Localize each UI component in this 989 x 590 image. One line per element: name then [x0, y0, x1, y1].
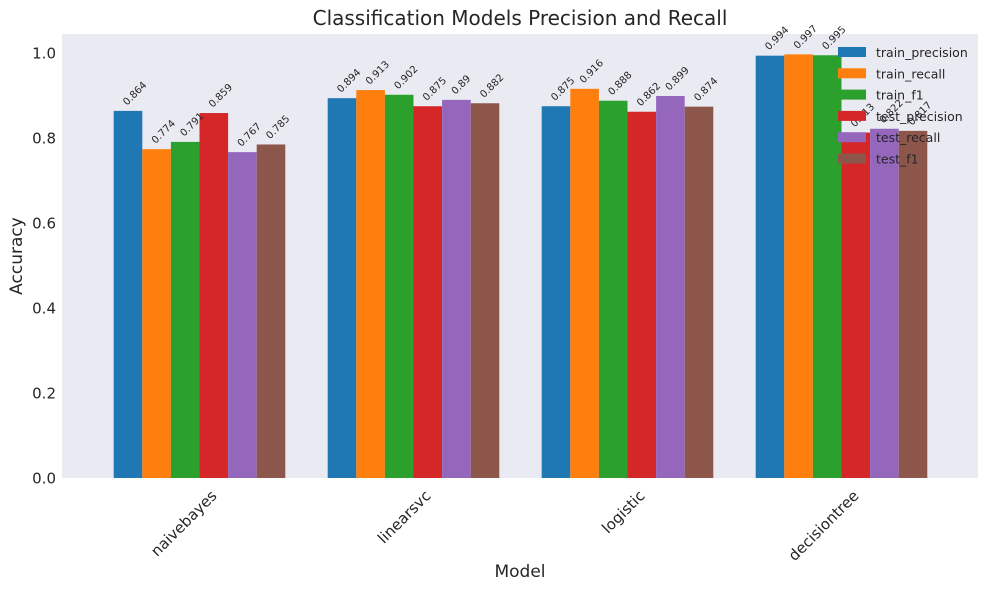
bar-train-f1-logistic [598, 100, 628, 479]
legend-label-test-recall: test_recall [876, 130, 940, 145]
legend-swatch-train-f1 [838, 89, 866, 100]
x-tick-label-naivebayes: naivebayes [147, 487, 220, 560]
y-tick-label-0-2: 0.2 [32, 385, 56, 403]
bar-test-precision-naivebayes [199, 113, 229, 478]
bar-test-recall-logistic [656, 96, 685, 478]
chart-title: Classification Models Precision and Reca… [313, 6, 728, 30]
legend-label-test-f1: test_f1 [876, 152, 919, 167]
legend-swatch-test-recall [838, 132, 866, 143]
x-axis-label: Model [494, 562, 545, 582]
bar-test-f1-linearsvc [470, 103, 500, 478]
y-tick-label-0-8: 0.8 [32, 130, 56, 148]
bar-test-f1-decisiontree [898, 130, 928, 478]
legend-label-test-precision: test_precision [876, 109, 963, 124]
bar-train-f1-naivebayes [170, 141, 200, 479]
bar-test-precision-logistic [627, 111, 657, 478]
bar-train-f1-decisiontree [812, 55, 842, 479]
bar-train-precision-naivebayes [113, 110, 143, 479]
legend-swatch-test-f1 [838, 153, 866, 164]
bar-test-precision-decisiontree [841, 132, 871, 478]
x-axis-ticks: naivebayes linearsvc logistic decisiontree [147, 487, 862, 565]
legend-label-train-f1: train_f1 [876, 88, 924, 103]
legend-swatch-train-recall [838, 68, 866, 79]
x-tick-label-linearsvc: linearsvc [374, 487, 434, 547]
legend-label-train-recall: train_recall [876, 66, 945, 81]
bar-test-f1-logistic [684, 106, 714, 479]
y-tick-label-0-0: 0.0 [32, 470, 56, 488]
bar-test-recall-naivebayes [228, 152, 257, 478]
bar-train-precision-linearsvc [327, 98, 357, 478]
legend-swatch-test-precision [838, 110, 866, 121]
legend-label-train-precision: train_precision [876, 45, 968, 60]
bar-train-precision-decisiontree [755, 55, 785, 479]
y-axis-label: Accuracy [7, 217, 27, 295]
x-tick-label-decisiontree: decisiontree [785, 487, 863, 565]
bar-test-recall-linearsvc [442, 99, 471, 479]
bars-layer [113, 54, 928, 479]
bar-train-precision-logistic [541, 106, 571, 478]
bar-test-precision-linearsvc [413, 106, 443, 478]
legend: train_precision train_recall train_f1 test_… [838, 45, 968, 167]
bar-test-recall-decisiontree [870, 128, 899, 478]
y-axis-ticks: 0.0 0.2 0.4 0.6 0.8 1.0 [32, 45, 56, 488]
y-tick-label-0-4: 0.4 [32, 300, 56, 318]
y-tick-label-0-6: 0.6 [32, 215, 56, 233]
bar-train-recall-decisiontree [784, 54, 813, 478]
bar-train-recall-logistic [570, 88, 599, 478]
legend-swatch-train-precision [838, 47, 866, 57]
y-tick-label-1-0: 1.0 [32, 45, 56, 63]
bar-test-f1-naivebayes [256, 144, 286, 478]
bar-train-recall-naivebayes [142, 149, 171, 478]
bar-train-recall-linearsvc [356, 90, 385, 478]
bar-train-f1-linearsvc [384, 94, 414, 478]
x-tick-label-logistic: logistic [598, 487, 648, 537]
